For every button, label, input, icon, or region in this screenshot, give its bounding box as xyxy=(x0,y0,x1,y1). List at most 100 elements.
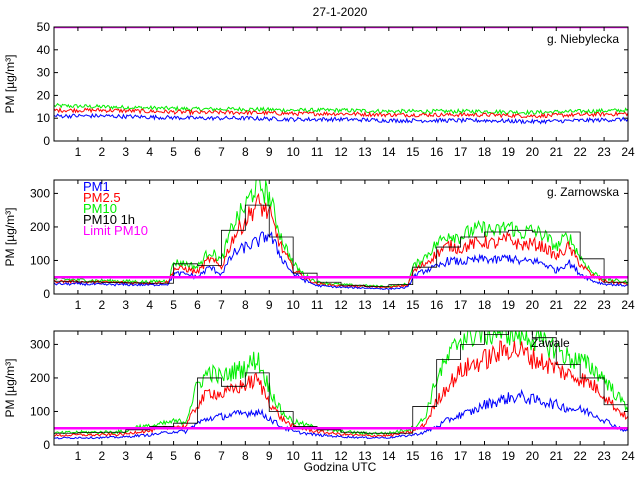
x-tick-label: 8 xyxy=(242,298,249,312)
series-pm25 xyxy=(54,192,628,289)
x-tick-label: 24 xyxy=(621,449,635,463)
x-tick-label: 23 xyxy=(597,145,611,159)
x-tick-label: 1 xyxy=(75,298,82,312)
x-tick-label: 17 xyxy=(454,449,468,463)
x-tick-label: 10 xyxy=(286,298,300,312)
x-tick-label: 3 xyxy=(122,298,129,312)
x-tick-label: 22 xyxy=(573,298,587,312)
y-tick-label: 100 xyxy=(30,404,50,418)
y-axis-label: PM [µg/m³] xyxy=(3,359,17,418)
x-tick-label: 17 xyxy=(454,145,468,159)
x-tick-label: 3 xyxy=(122,449,129,463)
x-tick-label: 24 xyxy=(621,145,635,159)
y-tick-label: 300 xyxy=(30,337,50,351)
x-tick-label: 2 xyxy=(98,449,105,463)
series-pm25 xyxy=(54,106,628,119)
x-tick-label: 2 xyxy=(98,298,105,312)
y-tick-label: 0 xyxy=(43,287,50,301)
x-tick-label: 21 xyxy=(550,449,564,463)
station-label: Zawale xyxy=(531,336,570,350)
x-tick-label: 10 xyxy=(286,449,300,463)
x-tick-label: 5 xyxy=(170,298,177,312)
x-tick-label: 9 xyxy=(266,298,273,312)
x-tick-label: 18 xyxy=(478,449,492,463)
figure-title: 27-1-2020 xyxy=(313,5,368,19)
x-axis-label: Godzina UTC xyxy=(304,460,377,474)
x-tick-label: 9 xyxy=(266,449,273,463)
x-tick-label: 8 xyxy=(242,449,249,463)
x-tick-label: 13 xyxy=(358,145,372,159)
legend-entry: PM10 1h xyxy=(83,212,135,227)
x-tick-label: 13 xyxy=(358,449,372,463)
x-tick-label: 18 xyxy=(478,145,492,159)
y-tick-label: 10 xyxy=(37,111,51,125)
y-tick-label: 200 xyxy=(30,220,50,234)
x-tick-label: 13 xyxy=(358,298,372,312)
x-tick-label: 11 xyxy=(311,298,324,312)
y-tick-label: 100 xyxy=(30,253,50,267)
x-tick-label: 16 xyxy=(430,449,444,463)
x-tick-label: 20 xyxy=(526,145,540,159)
y-tick-label: 40 xyxy=(37,43,51,57)
x-tick-label: 20 xyxy=(526,298,540,312)
x-tick-label: 11 xyxy=(311,449,324,463)
x-tick-label: 17 xyxy=(454,298,468,312)
x-tick-label: 10 xyxy=(286,145,300,159)
x-tick-label: 22 xyxy=(573,449,587,463)
y-tick-label: 0 xyxy=(43,438,50,452)
x-tick-label: 1 xyxy=(75,449,82,463)
legend-entry: PM1 xyxy=(83,179,110,194)
x-tick-label: 19 xyxy=(502,145,516,159)
legend-entry: Limit PM10 xyxy=(83,223,148,238)
plot-area xyxy=(54,27,628,125)
x-tick-label: 12 xyxy=(334,449,348,463)
y-tick-label: 30 xyxy=(37,66,51,80)
x-tick-label: 23 xyxy=(597,449,611,463)
y-tick-label: 20 xyxy=(37,88,51,102)
x-tick-label: 15 xyxy=(406,298,420,312)
y-tick-label: 0 xyxy=(43,134,50,148)
x-tick-label: 4 xyxy=(146,449,153,463)
x-tick-label: 5 xyxy=(170,145,177,159)
x-tick-label: 11 xyxy=(311,145,324,159)
x-tick-label: 5 xyxy=(170,449,177,463)
x-tick-label: 8 xyxy=(242,145,249,159)
x-tick-label: 2 xyxy=(98,145,105,159)
series-pm25 xyxy=(54,340,628,438)
axes-frame xyxy=(53,26,629,142)
x-tick-label: 21 xyxy=(550,298,564,312)
y-axis-label: PM [µg/m³] xyxy=(3,55,17,114)
x-tick-label: 15 xyxy=(406,449,420,463)
x-tick-label: 18 xyxy=(478,298,492,312)
series-pm10 xyxy=(54,102,628,116)
x-tick-label: 12 xyxy=(334,298,348,312)
x-tick-label: 1 xyxy=(75,145,82,159)
series-pm10-1h xyxy=(54,204,628,288)
x-tick-label: 23 xyxy=(597,298,611,312)
series-pm1 xyxy=(54,388,628,440)
y-tick-label: 50 xyxy=(37,20,51,34)
x-tick-label: 6 xyxy=(194,298,201,312)
x-tick-label: 9 xyxy=(266,145,273,159)
x-tick-label: 20 xyxy=(526,449,540,463)
series-pm1 xyxy=(54,112,628,125)
x-tick-label: 7 xyxy=(218,449,225,463)
series-pm1 xyxy=(54,231,628,290)
x-tick-label: 24 xyxy=(621,298,635,312)
plot-area xyxy=(54,180,628,290)
x-tick-label: 3 xyxy=(122,145,129,159)
x-tick-label: 15 xyxy=(406,145,420,159)
legend-entry: PM2.5 xyxy=(83,190,121,205)
x-tick-label: 14 xyxy=(382,449,396,463)
x-tick-label: 4 xyxy=(146,298,153,312)
x-tick-label: 16 xyxy=(430,145,444,159)
y-tick-label: 300 xyxy=(30,186,50,200)
x-tick-label: 19 xyxy=(502,298,516,312)
x-tick-label: 14 xyxy=(382,145,396,159)
y-tick-label: 200 xyxy=(30,371,50,385)
x-tick-label: 4 xyxy=(146,145,153,159)
x-tick-label: 22 xyxy=(573,145,587,159)
